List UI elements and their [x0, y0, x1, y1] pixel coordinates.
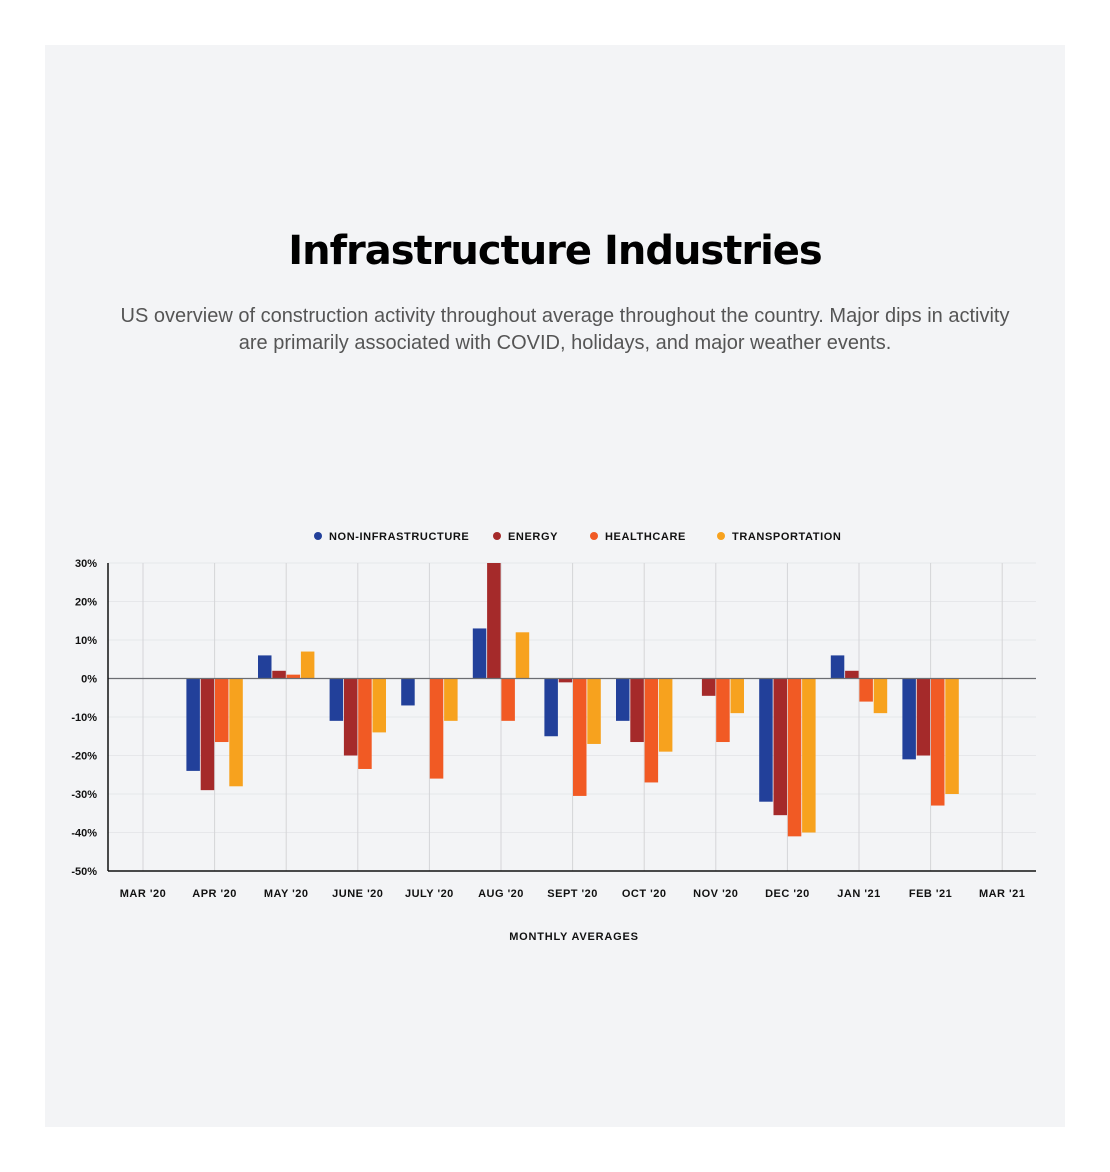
y-tick-label: -40%: [71, 828, 97, 840]
bar-healthcare-7: [644, 678, 659, 783]
x-tick-label: SEPT '20: [547, 888, 598, 900]
bar-transportation-4: [444, 678, 458, 721]
legend-marker: [314, 532, 322, 540]
bar-energy-5: [487, 563, 501, 679]
x-tick-label: JAN '21: [837, 888, 880, 900]
bar-non-infrastructure-2: [258, 655, 272, 679]
bar-healthcare-11: [931, 678, 945, 806]
bar-energy-1: [200, 678, 215, 791]
x-tick-label: AUG '20: [478, 888, 524, 900]
legend-item-transportation: TRANSPORTATION: [717, 531, 841, 543]
y-tick-label: -10%: [71, 712, 97, 724]
bar-energy-11: [916, 678, 931, 756]
bar-non-infrastructure-7: [616, 678, 630, 721]
bar-non-infrastructure-3: [329, 678, 344, 721]
bar-transportation-9: [802, 678, 816, 833]
grid: [108, 562, 1036, 872]
legend-marker: [493, 532, 501, 540]
bar-healthcare-1: [215, 678, 229, 743]
y-tick-label: 30%: [75, 558, 97, 570]
y-tick-label: -30%: [71, 789, 97, 801]
x-tick-label: JUNE '20: [332, 888, 383, 900]
bar-non-infrastructure-6: [544, 678, 558, 737]
legend-item-non-infrastructure: NON-INFRASTRUCTURE: [314, 531, 469, 543]
bar-healthcare-3: [358, 678, 372, 769]
legend-item-energy: ENERGY: [493, 531, 558, 543]
bar-energy-8: [701, 678, 716, 696]
bar-energy-6: [558, 678, 573, 683]
bar-transportation-7: [658, 678, 673, 752]
bar-transportation-3: [372, 678, 386, 733]
legend-label: NON-INFRASTRUCTURE: [329, 531, 469, 543]
x-tick-label: MAR '21: [979, 888, 1025, 900]
bar-transportation-1: [229, 678, 243, 787]
y-tick-label: 10%: [75, 635, 97, 647]
bars: [186, 563, 959, 837]
bar-transportation-2: [300, 651, 315, 679]
legend-marker: [717, 532, 725, 540]
bar-healthcare-4: [429, 678, 444, 779]
legend-label: TRANSPORTATION: [732, 531, 841, 543]
y-tick-label: 20%: [75, 597, 97, 609]
legend-label: HEALTHCARE: [605, 531, 686, 543]
bar-transportation-11: [945, 678, 959, 794]
x-tick-label: MAR '20: [120, 888, 166, 900]
bar-non-infrastructure-1: [186, 678, 200, 771]
bar-energy-3: [343, 678, 358, 756]
chart-title: Infrastructure Industries: [288, 228, 822, 274]
x-tick-label: OCT '20: [622, 888, 667, 900]
bar-transportation-10: [873, 678, 888, 714]
x-tick-label: NOV '20: [693, 888, 738, 900]
y-tick-label: -20%: [71, 751, 97, 763]
bar-transportation-6: [587, 678, 601, 744]
bar-non-infrastructure-5: [472, 628, 487, 679]
bar-non-infrastructure-10: [830, 655, 845, 679]
legend: NON-INFRASTRUCTURE ENERGY HEALTHCARE TRANSP…: [314, 531, 841, 543]
bar-energy-2: [272, 670, 286, 679]
x-axis-label: MONTHLY AVERAGES: [509, 931, 639, 943]
bar-healthcare-10: [859, 678, 873, 702]
y-axis-ticks: 30% 20% 10% 0% -10% -20% -30% -40% -50%: [71, 558, 97, 878]
bar-non-infrastructure-9: [759, 678, 773, 802]
x-tick-label: FEB '21: [909, 888, 952, 900]
bar-healthcare-5: [501, 678, 515, 721]
chart-subtitle: US overview of construction activity thr…: [120, 305, 1010, 354]
bar-energy-9: [773, 678, 787, 816]
legend-item-healthcare: HEALTHCARE: [590, 531, 686, 543]
bar-transportation-5: [515, 632, 530, 679]
bar-healthcare-9: [787, 678, 802, 837]
x-axis-ticks: MAR '20 APR '20 MAY '20 JUNE '20 JULY '20 AUG…: [120, 888, 1025, 900]
bar-transportation-8: [730, 678, 744, 714]
x-tick-label: MAY '20: [264, 888, 309, 900]
y-tick-label: -50%: [71, 866, 97, 878]
bar-healthcare-2: [286, 674, 301, 679]
bar-non-infrastructure-4: [401, 678, 415, 706]
x-tick-label: APR '20: [192, 888, 237, 900]
bar-energy-10: [845, 670, 859, 679]
bar-non-infrastructure-11: [902, 678, 916, 760]
axes: [107, 563, 1036, 872]
legend-marker: [590, 532, 598, 540]
legend-label: ENERGY: [508, 531, 558, 543]
y-tick-label: 0%: [81, 674, 97, 686]
bar-healthcare-6: [573, 678, 587, 796]
x-tick-label: DEC '20: [765, 888, 810, 900]
x-tick-label: JULY '20: [405, 888, 454, 900]
bar-healthcare-8: [716, 678, 730, 743]
bar-energy-7: [630, 678, 644, 743]
